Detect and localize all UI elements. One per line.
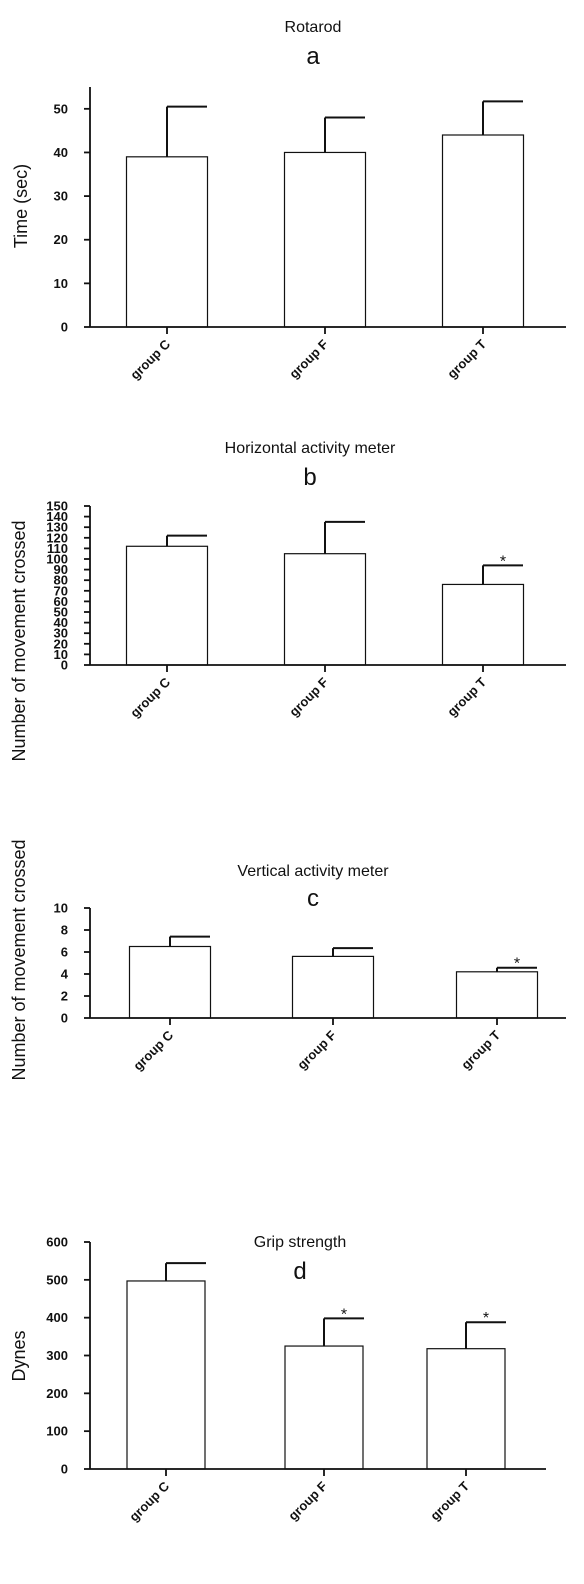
y-tick-label: 20 [54,232,68,247]
y-tick-label: 100 [46,1424,68,1439]
y-tick-label: 6 [61,945,68,960]
bar [284,1345,364,1470]
panel-b: Horizontal activity meter b Number of mo… [9,440,566,762]
y-tick-label: 50 [54,605,68,620]
bar [125,545,209,666]
y-tick-label: 600 [46,1235,68,1250]
y-tick-label: 500 [46,1272,68,1287]
y-tick-label: 120 [46,530,68,545]
bar [283,553,367,666]
y-tick-label: 100 [46,552,68,567]
y-tick-label: 0 [61,1011,68,1026]
bar [426,1348,506,1470]
panel-a: Rotarod a Time (sec) 0 10 20 30 40 50 group C… [11,19,566,382]
bar [441,583,525,666]
panel-a-ylabel: Time (sec) [11,164,31,248]
y-tick-label: 2 [61,989,68,1004]
y-tick-label: 4 [61,967,69,982]
panel-a-yticks: 0 10 20 30 40 50 [54,101,90,335]
panel-a-title: Rotarod [285,19,342,36]
panel-a-xticks: group C group F group T [127,327,489,382]
panel-d-letter: d [293,1258,306,1285]
x-tick-label: group F [285,1478,330,1523]
y-tick-label: 8 [61,923,68,938]
x-tick-label: group T [427,1478,472,1523]
x-tick-label: group C [127,336,173,382]
y-tick-label: 40 [54,615,68,630]
panel-c: Vertical activity meter c Number of move… [9,839,566,1081]
y-tick-label: 300 [46,1348,68,1363]
panel-d-xticks: group C group F group T [126,1469,472,1524]
panel-c-title: Vertical activity meter [237,863,389,880]
y-tick-label: 40 [54,145,68,160]
panel-d: Grip strength d Dynes * * 010020030040050… [9,1234,546,1524]
panel-c-xticks: group C group F group T [130,1018,503,1073]
y-tick-label: 0 [61,1462,68,1477]
significance-marker: * [483,1310,489,1327]
y-tick-label: 400 [46,1310,68,1325]
y-tick-label: 70 [54,583,68,598]
y-tick-label: 10 [54,901,68,916]
x-tick-label: group T [444,674,489,719]
panel-b-bars: * [125,520,525,666]
bar [283,151,367,328]
bar [291,955,375,1019]
y-tick-label: 200 [46,1386,68,1401]
panel-b-letter: b [303,464,316,491]
significance-marker: * [341,1306,347,1323]
bar [125,156,209,328]
x-tick-label: group F [294,1027,339,1072]
x-tick-label: group F [286,674,331,719]
y-tick-label: 60 [54,594,68,609]
significance-marker: * [514,956,520,973]
panel-b-title: Horizontal activity meter [225,440,396,457]
y-tick-label: 150 [46,499,68,514]
y-tick-label: 0 [61,658,68,673]
y-tick-label: 50 [54,101,68,116]
bar [441,134,525,328]
x-tick-label: group C [126,1478,172,1524]
panel-c-ylabel: Number of movement crossed [9,839,29,1080]
panel-b-ylabel: Number of movement crossed [9,520,29,761]
bar [126,1280,206,1470]
y-tick-label: 140 [46,509,68,524]
y-tick-label: 90 [54,562,68,577]
panel-d-bars: * * [126,1262,506,1470]
bar [128,945,212,1019]
y-tick-label: 130 [46,520,68,535]
panel-b-xticks: group C group F group T [127,665,489,720]
x-tick-label: group F [286,336,331,381]
panel-a-bars [125,100,525,328]
panel-c-letter: c [307,885,319,912]
y-tick-label: 30 [54,189,68,204]
panel-c-yticks: 0 2 4 6 8 10 [54,901,90,1026]
bar [455,971,539,1019]
y-tick-label: 10 [54,276,68,291]
panel-d-yticks: 0 100 200 300 400 500 600 [46,1235,90,1477]
y-tick-label: 0 [61,320,68,335]
x-tick-label: group C [130,1027,176,1073]
panel-d-title: Grip strength [254,1234,346,1251]
panel-c-bars: * [128,935,539,1019]
x-tick-label: group T [444,336,489,381]
y-tick-label: 80 [54,573,68,588]
y-tick-label: 110 [47,541,68,556]
y-tick-label: 10 [54,647,68,662]
y-tick-label: 20 [54,636,68,651]
x-tick-label: group C [127,674,173,720]
x-tick-label: group T [458,1027,503,1072]
panel-a-letter: a [306,43,320,70]
significance-marker: * [500,553,506,570]
y-tick-label: 30 [54,626,68,641]
panel-d-ylabel: Dynes [9,1330,29,1381]
